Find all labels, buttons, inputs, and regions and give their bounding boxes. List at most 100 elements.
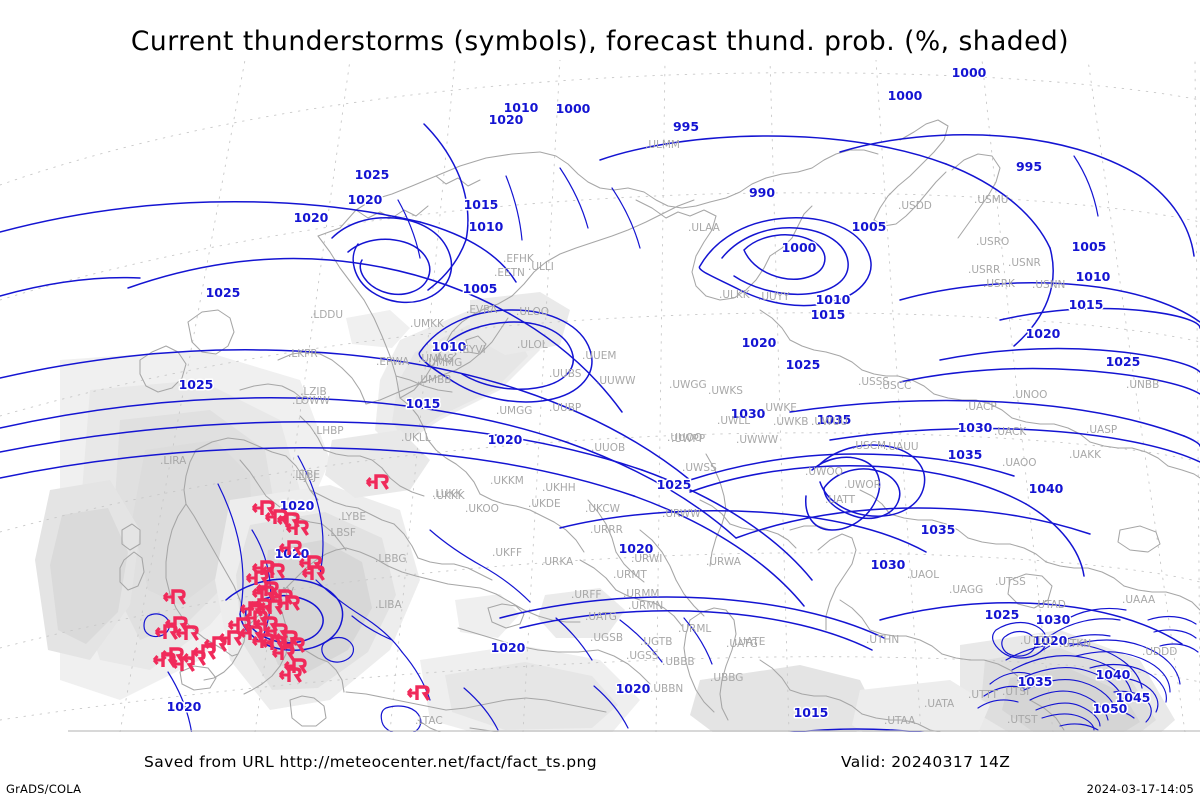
- isobar-label: 1035: [948, 447, 983, 462]
- station-label: .LUKK: [432, 488, 463, 500]
- station-label: .UKHH: [542, 482, 576, 494]
- station-label: .UMMS: [418, 353, 454, 365]
- station-label: .URRR: [590, 524, 623, 536]
- isobar-label: 1025: [1106, 354, 1141, 369]
- station-label: .UATG: [585, 611, 617, 623]
- station-label: .UUWW: [596, 375, 636, 387]
- station-label: .LHBP: [313, 425, 344, 437]
- station-label: .UWPP: [671, 433, 705, 445]
- isobar-label: 1015: [464, 197, 499, 212]
- station-label: .LBSF: [327, 527, 356, 539]
- station-label: .UWKE: [762, 402, 797, 414]
- station-label: .ULMM: [645, 139, 680, 151]
- station-label: .UKKM: [490, 475, 524, 487]
- isobar-label: 1025: [657, 477, 692, 492]
- station-labels: .LIRA .LKPR .EPWA .LOWW .LHBP .LZIB .LDDU .LJLJ…: [160, 139, 1177, 727]
- station-label: .LKPR: [288, 348, 318, 360]
- station-label: .USRR: [968, 264, 1000, 276]
- isobar-label: 1020: [1033, 633, 1068, 648]
- isobar-label: 1030: [871, 557, 906, 572]
- station-label: .UWOO: [805, 466, 843, 478]
- station-label: .UKFF: [492, 547, 522, 559]
- station-label: .USNR: [1008, 257, 1041, 269]
- station-label: .ULOL: [517, 339, 548, 351]
- station-label: .UWGG: [669, 379, 707, 391]
- isobar-label: 1025: [206, 285, 241, 300]
- isobar-label: 1025: [786, 357, 821, 372]
- station-label: .UMGG: [496, 405, 532, 417]
- station-label: .LTAC: [415, 715, 443, 727]
- station-label: .UTHN: [866, 634, 899, 646]
- station-label: .EETN: [494, 267, 525, 279]
- station-label: .ULOO: [516, 306, 549, 318]
- station-label: .URML: [678, 623, 711, 635]
- isobar-label: 1000: [782, 240, 817, 255]
- map-canvas[interactable]: 995 990 1000 1000 1000 1000 1005 1005 1005 995 101…: [0, 60, 1200, 732]
- isobar-label: 1015: [1069, 297, 1104, 312]
- station-label: .URMT: [613, 569, 647, 581]
- isobar-label: 995: [1016, 159, 1042, 174]
- station-label: .UWLL: [717, 415, 750, 427]
- station-label: .URWW: [662, 508, 701, 520]
- station-label: .UWUU: [811, 416, 848, 428]
- station-label: .LIRA: [160, 455, 187, 467]
- station-label: .LIBA: [375, 599, 402, 611]
- isobar-label: 1030: [731, 406, 766, 421]
- station-label: .UUOO: [667, 432, 702, 444]
- isobar-label: 1020: [294, 210, 329, 225]
- isobar-label: 1030: [1036, 612, 1071, 627]
- station-label: .UTSS: [995, 576, 1026, 588]
- station-label: .LDDU: [310, 309, 343, 321]
- station-label: .URMM: [623, 588, 659, 600]
- station-label: .UGSS: [626, 650, 659, 662]
- station-label: .USSS: [858, 376, 889, 388]
- station-label: .USRO: [976, 236, 1009, 248]
- station-label: .UTTT: [968, 689, 998, 701]
- isobar-label: 1020: [1026, 326, 1061, 341]
- isobar-label: 1010: [1076, 269, 1111, 284]
- isobar-label: 1020: [491, 640, 526, 655]
- isobar-label: 1045: [1116, 690, 1151, 705]
- station-label: .ULKK: [719, 289, 751, 301]
- isobar-label: 1005: [1072, 239, 1107, 254]
- grads-cola-label: GrADS/COLA: [6, 782, 82, 796]
- station-label: .UWKB: [773, 416, 809, 428]
- station-label: .UUEM: [582, 350, 616, 362]
- station-label: .UNBB: [1126, 379, 1159, 391]
- graticule: [0, 60, 1200, 732]
- station-label: .URKA: [541, 556, 574, 568]
- station-label: .UKKK: [433, 490, 466, 502]
- station-label: .UACK: [994, 426, 1027, 438]
- isobar-label: 1025: [355, 167, 390, 182]
- station-label: .ULLI: [528, 261, 554, 273]
- render-timestamp-label: 2024-03-17-14:05: [1086, 782, 1194, 796]
- station-label: .UKCW: [585, 503, 621, 515]
- station-label: .EFHK: [503, 253, 535, 265]
- isobar-label: 1000: [556, 101, 591, 116]
- station-label: .UKLL: [401, 432, 431, 444]
- station-label: .URWI: [631, 553, 662, 565]
- station-label: .UAUU: [885, 441, 919, 453]
- station-label: .LZIB: [300, 386, 327, 398]
- station-label: .UWSS: [682, 462, 717, 474]
- isobars: [0, 123, 1200, 732]
- isobar-label: 1010: [504, 100, 539, 115]
- isobar-label: 1005: [463, 281, 498, 296]
- station-label: .UATA: [924, 698, 955, 710]
- probability-shading: [35, 292, 1175, 732]
- station-label: .USNN: [1032, 279, 1065, 291]
- station-label: .UWOR: [844, 479, 881, 491]
- station-label: .UWWW: [736, 434, 779, 446]
- station-label: .UMMG: [425, 357, 462, 369]
- isobar-label: 1005: [852, 219, 887, 234]
- station-label: .UACP: [965, 401, 997, 413]
- isobar-label: 1020: [616, 681, 651, 696]
- isobar-label: 1020: [280, 498, 315, 513]
- station-label: .UAOO: [1002, 457, 1037, 469]
- station-label: .UNOO: [1012, 389, 1047, 401]
- isobar-label: 1050: [1093, 701, 1128, 716]
- isobar-label: 995: [673, 119, 699, 134]
- station-label: .UAOL: [907, 569, 939, 581]
- station-label: .UKOO: [465, 503, 499, 515]
